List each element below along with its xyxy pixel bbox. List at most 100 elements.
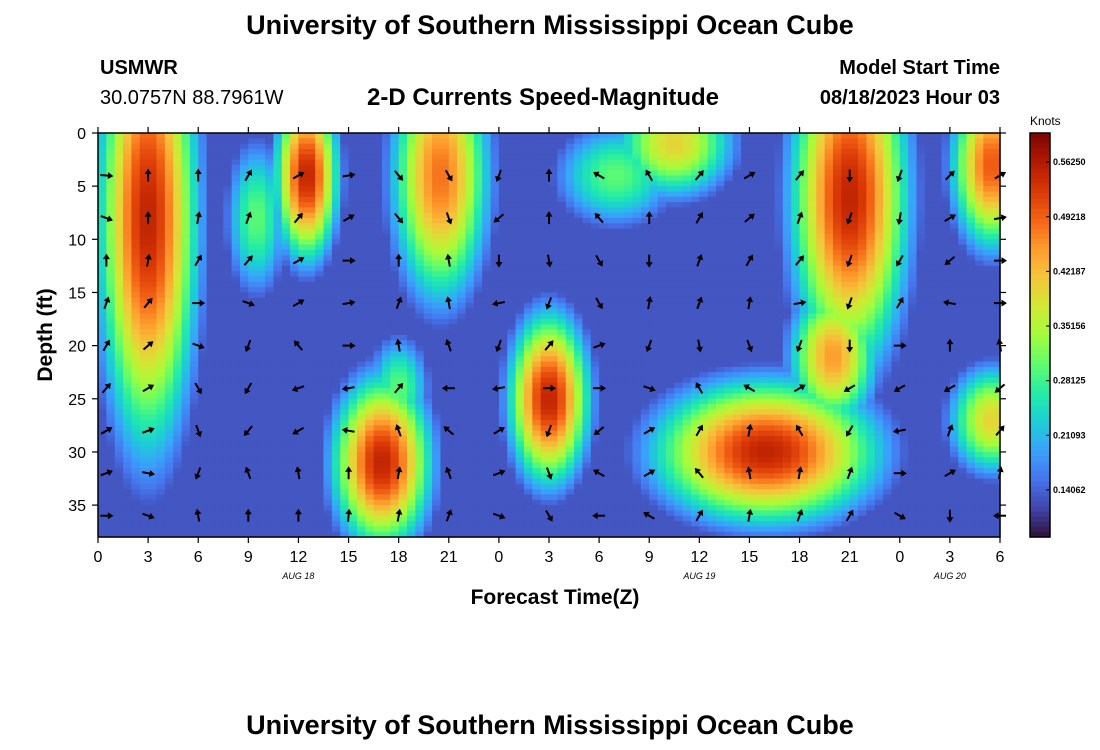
heatmap-cell (665, 276, 675, 283)
heatmap-cell (916, 175, 926, 182)
heatmap-cell (858, 287, 867, 294)
heatmap-cell (807, 361, 817, 368)
heatmap-cell (482, 260, 492, 267)
heatmap-cell (766, 372, 776, 379)
heatmap-cell (532, 170, 542, 177)
heatmap-cell (523, 191, 533, 198)
heatmap-cell (281, 249, 291, 256)
heatmap-cell (265, 271, 274, 278)
heatmap-cell (983, 313, 993, 320)
heatmap-cell (189, 366, 199, 373)
heatmap-cell (323, 154, 333, 161)
heatmap-cell (348, 234, 358, 240)
heatmap-cell (782, 287, 792, 294)
heatmap-cell (331, 223, 341, 230)
heatmap-cell (599, 287, 609, 294)
heatmap-cell (607, 170, 617, 177)
heatmap-cell (507, 207, 517, 214)
heatmap-cell (732, 366, 742, 373)
heatmap-cell (189, 324, 199, 331)
heatmap-cell (290, 244, 300, 251)
heatmap-cell (866, 361, 876, 368)
heatmap-cell (849, 138, 859, 145)
heatmap-cell (532, 287, 542, 294)
heatmap-cell (908, 218, 918, 224)
heatmap-cell (649, 196, 659, 203)
heatmap-cell (123, 143, 133, 150)
heatmap-cell (565, 308, 575, 315)
heatmap-cell (983, 281, 993, 288)
heatmap-cell (181, 223, 191, 230)
heatmap-cell (791, 212, 801, 219)
heatmap-cell (724, 138, 734, 145)
heatmap-cell (365, 244, 375, 251)
heatmap-cell (674, 239, 684, 246)
heatmap-cell (123, 329, 133, 336)
heatmap-cell (966, 148, 976, 155)
heatmap-cell (189, 329, 199, 336)
heatmap-cell (256, 175, 266, 182)
heatmap-cell (590, 313, 600, 320)
heatmap-cell (148, 303, 158, 310)
heatmap-cell (365, 196, 375, 203)
heatmap-cell (766, 164, 776, 171)
heatmap-cell (482, 366, 492, 373)
heatmap-cell (465, 207, 475, 214)
heatmap-cell (348, 366, 358, 373)
heatmap-cell (365, 303, 375, 310)
heatmap-cell (373, 133, 383, 139)
heatmap-cell (164, 159, 174, 166)
heatmap-cell (173, 335, 183, 341)
heatmap-cell (916, 191, 926, 198)
heatmap-cell (974, 281, 984, 288)
heatmap-cell (674, 345, 684, 352)
heatmap-cell (498, 335, 508, 341)
heatmap-cell (832, 133, 842, 139)
heatmap-cell (574, 292, 584, 299)
heatmap-cell (891, 356, 901, 363)
heatmap-cell (390, 265, 400, 272)
heatmap-cell (323, 276, 333, 283)
heatmap-cell (958, 356, 968, 363)
heatmap-cell (106, 133, 116, 139)
heatmap-cell (549, 372, 558, 379)
heatmap-cell (490, 366, 500, 373)
heatmap-cell (791, 228, 801, 235)
heatmap-cell (123, 345, 133, 352)
heatmap-cell (582, 239, 592, 246)
heatmap-cell (791, 191, 801, 198)
heatmap-cell (323, 366, 333, 373)
heatmap-cell (908, 361, 918, 368)
heatmap-cell (365, 212, 375, 219)
heatmap-cell (983, 361, 993, 368)
heatmap-cell (398, 361, 408, 368)
heatmap-cell (665, 180, 675, 187)
heatmap-cell (457, 164, 467, 171)
heatmap-cell (198, 255, 208, 262)
heatmap-cell (490, 191, 500, 198)
heatmap-cell (958, 207, 968, 214)
heatmap-cell (899, 218, 909, 224)
heatmap-cell (315, 335, 325, 341)
heatmap-cell (749, 281, 759, 288)
heatmap-cell (540, 212, 550, 219)
heatmap-cell (498, 207, 508, 214)
heatmap-cell (156, 335, 166, 341)
heatmap-cell (858, 356, 867, 363)
heatmap-cell (916, 361, 926, 368)
heatmap-cell (290, 212, 300, 219)
heatmap-cell (665, 196, 675, 203)
heatmap-cell (323, 260, 333, 267)
heatmap-cell (816, 159, 826, 166)
heatmap-cell (507, 196, 517, 203)
heatmap-cell (415, 234, 425, 240)
heatmap-cell (198, 154, 208, 161)
heatmap-cell (131, 281, 141, 288)
heatmap-cell (523, 239, 533, 246)
heatmap-cell (432, 244, 442, 251)
heatmap-cell (273, 292, 283, 299)
heatmap-cell (448, 335, 458, 341)
heatmap-cell (482, 249, 492, 256)
heatmap-cell (832, 249, 842, 256)
heatmap-cell (941, 133, 951, 139)
